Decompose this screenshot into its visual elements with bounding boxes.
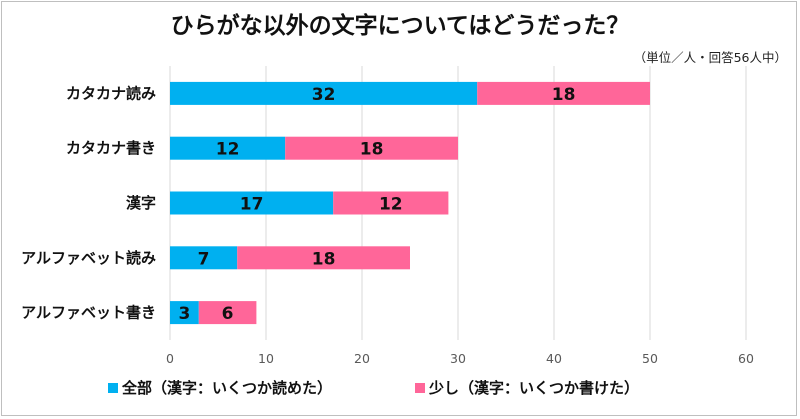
x-tick-label: 40 bbox=[546, 351, 562, 366]
unit-note: （単位／人・回答56人中） bbox=[634, 50, 787, 65]
data-label: 18 bbox=[552, 85, 576, 105]
x-tick-label: 60 bbox=[738, 351, 754, 366]
data-label: 7 bbox=[198, 249, 210, 269]
x-tick-label: 20 bbox=[354, 351, 370, 366]
data-label: 32 bbox=[312, 85, 336, 105]
data-label: 17 bbox=[240, 195, 264, 215]
category-label: 漢字 bbox=[126, 194, 156, 212]
legend-swatch bbox=[415, 383, 425, 393]
bar-segment bbox=[477, 81, 650, 105]
legend-entry: 少し（漢字：いくつか書けた） bbox=[428, 379, 639, 397]
data-label: 3 bbox=[178, 304, 190, 324]
legend: 全部（漢字：いくつか読めた） 少し（漢字：いくつか書けた） bbox=[108, 379, 639, 397]
x-tick-label: 10 bbox=[258, 351, 274, 366]
bar-segment bbox=[170, 191, 334, 215]
x-tick-label: 50 bbox=[642, 351, 658, 366]
category-label: アルファベット読み bbox=[21, 249, 156, 267]
category-label: アルファベット書き bbox=[21, 304, 156, 322]
data-label: 6 bbox=[222, 304, 234, 324]
bar-segment bbox=[333, 191, 449, 215]
data-label: 12 bbox=[216, 140, 240, 160]
bar-segment bbox=[198, 301, 257, 325]
chart-title: ひらがな以外の文字についてはどうだった？ bbox=[171, 12, 630, 39]
bar-segment bbox=[170, 81, 478, 105]
bar-segment bbox=[170, 301, 199, 325]
category-label: カタカナ読み bbox=[66, 84, 156, 102]
gridlines bbox=[169, 66, 747, 340]
data-label: 18 bbox=[312, 249, 336, 269]
x-axis-ticks: 0 10 20 30 40 50 60 bbox=[166, 351, 754, 366]
bar-segment bbox=[170, 246, 238, 270]
legend-swatch bbox=[108, 383, 118, 393]
legend-entry: 全部（漢字：いくつか読めた） bbox=[121, 379, 332, 397]
data-label: 18 bbox=[360, 140, 384, 160]
data-label: 12 bbox=[379, 195, 403, 215]
x-tick-label: 0 bbox=[166, 351, 174, 366]
x-tick-label: 30 bbox=[450, 351, 466, 366]
bar-segment bbox=[170, 136, 286, 160]
category-label: カタカナ書き bbox=[66, 139, 156, 157]
bar-segment bbox=[237, 246, 410, 270]
bar-segment bbox=[285, 136, 458, 160]
bars: 32 18 12 18 17 12 7 18 3 6 bbox=[170, 81, 650, 325]
